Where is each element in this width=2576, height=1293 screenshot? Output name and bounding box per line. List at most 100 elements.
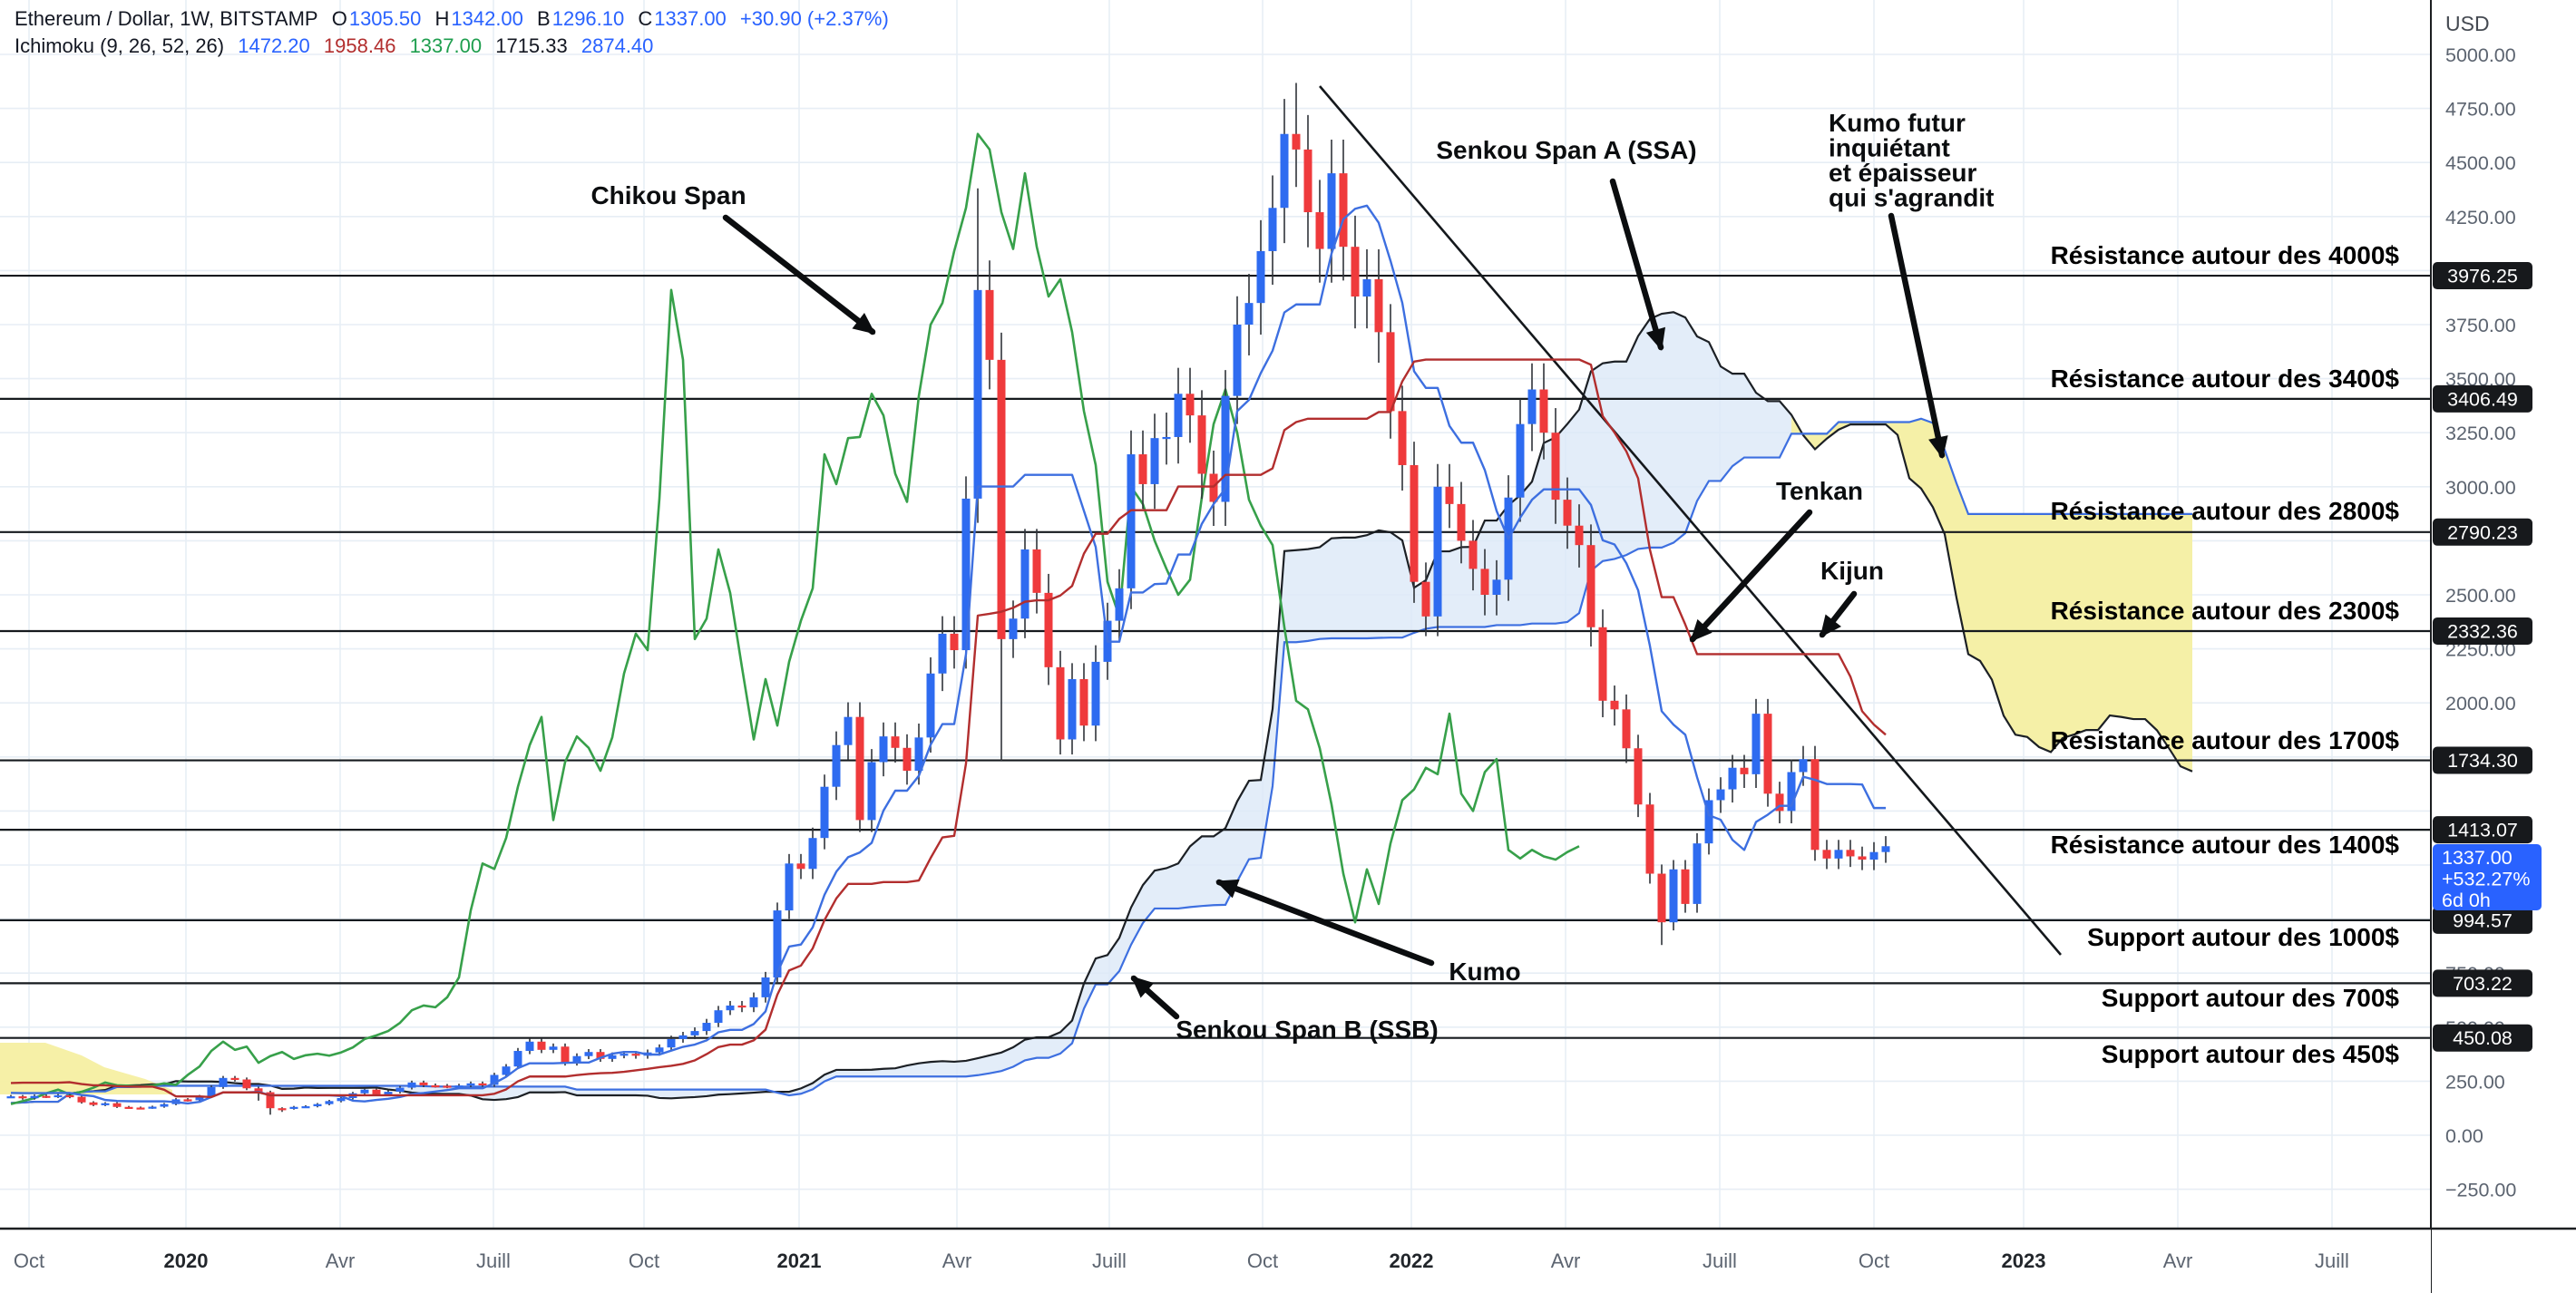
candle-body	[1563, 500, 1572, 526]
candle-body	[395, 1087, 405, 1093]
candle-body	[1645, 804, 1654, 874]
time-tick-month: Juill	[2315, 1249, 2349, 1272]
candle-body	[737, 1005, 746, 1008]
candle-body	[1009, 618, 1018, 639]
candle-body	[867, 762, 876, 821]
candle-body	[844, 716, 853, 745]
level-label: Résistance autour des 1700$	[2051, 726, 2400, 754]
candle-body	[466, 1083, 475, 1086]
senkou-span-b-line	[10, 417, 2192, 1104]
candle-body	[124, 1106, 133, 1109]
candle-body	[773, 910, 782, 977]
candle-body	[702, 1023, 711, 1032]
level-label: Résistance autour des 3400$	[2051, 365, 2400, 393]
candle-body	[572, 1055, 581, 1064]
price-level-badge-value: 3976.25	[2447, 266, 2518, 287]
candle-body	[1209, 473, 1218, 502]
kumo-arrow	[1215, 879, 1435, 967]
price-tick-label: 3000.00	[2445, 477, 2516, 499]
senkou-span-b-label: Senkou Span B (SSB)	[1176, 1016, 1438, 1044]
price-level-badge-value: 1734.30	[2447, 750, 2518, 772]
kumo-futur-label: et épaisseur	[1829, 159, 1977, 187]
senkou-span-a-line	[10, 311, 2193, 1104]
price-tick-label: 0.00	[2445, 1125, 2483, 1147]
candle-body	[478, 1083, 487, 1085]
time-axis-pane[interactable]	[0, 1230, 2431, 1293]
candle-body	[1669, 869, 1678, 923]
candle-body	[1020, 549, 1029, 619]
candle-body	[714, 1010, 723, 1024]
candle-body	[407, 1082, 416, 1088]
candle-body	[1256, 250, 1265, 304]
price-axis[interactable]: USD5000.004750.004500.004250.003750.0035…	[2430, 0, 2576, 1293]
candle-body	[1292, 133, 1301, 150]
candle-body	[1575, 525, 1584, 546]
candle-body	[620, 1054, 629, 1056]
candle-body	[77, 1096, 86, 1103]
tenkan-label: Tenkan	[1776, 477, 1863, 505]
time-tick-year: 2022	[1390, 1249, 1434, 1272]
candle-body	[1551, 433, 1560, 501]
candle-body	[961, 498, 971, 651]
senkou-span-a-label: Senkou Span A (SSA)	[1436, 136, 1696, 164]
candle-body	[1586, 545, 1595, 627]
level-label: Résistance autour des 1400$	[2051, 831, 2400, 859]
candle-body	[1457, 503, 1466, 541]
price-level-badge	[2433, 906, 2532, 934]
level-label: Résistance autour des 4000$	[2051, 241, 2400, 269]
candle-body	[1127, 454, 1136, 588]
candle-body	[54, 1094, 63, 1098]
candle-body	[431, 1084, 440, 1088]
price-level-badge-value: 703.22	[2453, 973, 2513, 995]
candle-body	[1138, 454, 1147, 484]
candle-body	[1150, 438, 1159, 484]
time-tick-month: Avr	[1551, 1249, 1581, 1272]
candle-body	[18, 1096, 27, 1099]
candle-body	[820, 786, 829, 839]
candle-body	[1598, 627, 1607, 701]
price-level-badge-value: 2790.23	[2447, 521, 2518, 543]
price-tick-label: 4750.00	[2445, 99, 2516, 121]
candle-body	[1186, 394, 1195, 416]
candle-body	[761, 977, 770, 997]
candle-body	[1799, 759, 1808, 773]
time-tick-month: Avr	[326, 1249, 356, 1272]
candle-body	[1221, 395, 1230, 502]
candle-body	[148, 1106, 157, 1109]
price-axis-pane[interactable]	[2432, 0, 2576, 1293]
time-tick-month: Avr	[942, 1249, 972, 1272]
time-tick-month: Oct	[1247, 1249, 1278, 1272]
candle-body	[1056, 666, 1065, 740]
candle-body	[254, 1088, 263, 1093]
kumo-futur-label: inquiétant	[1829, 134, 1950, 162]
candle-body	[195, 1096, 204, 1101]
candle-body	[1351, 247, 1360, 297]
candle-body	[513, 1051, 522, 1067]
candle-body	[891, 736, 900, 748]
candle-body	[1315, 212, 1324, 249]
candle-body	[985, 289, 994, 360]
descending-trendline[interactable]	[1319, 85, 2062, 956]
trendline[interactable]	[1319, 85, 2062, 956]
kijun-label: Kijun	[1820, 557, 1884, 585]
candle-body	[914, 737, 923, 772]
candle-body	[419, 1082, 428, 1085]
price-tick-label: 3750.00	[2445, 315, 2516, 336]
candle-body	[1244, 303, 1254, 325]
candle-body	[561, 1046, 570, 1064]
candle-body	[230, 1077, 239, 1081]
candle-body	[525, 1041, 534, 1052]
candle-body	[266, 1092, 275, 1109]
candle-body	[136, 1107, 145, 1110]
candle-body	[973, 289, 982, 499]
candle-body	[384, 1092, 393, 1094]
future-kumo-highlight	[1791, 414, 2192, 772]
candle-body	[997, 359, 1006, 639]
time-tick-month: Oct	[629, 1249, 659, 1272]
level-label: Résistance autour des 2800$	[2051, 497, 2400, 525]
price-tick-label: 4250.00	[2445, 207, 2516, 228]
support-resistance-lines[interactable]: Résistance autour des 4000$ Résistance au…	[0, 241, 2431, 1068]
kumo-futur-arrow	[1888, 212, 1948, 459]
time-axis[interactable]: Oct 2020 Avr Juill Oct 2021 Avr Juill Oct 2022 Avr…	[0, 1227, 2576, 1293]
